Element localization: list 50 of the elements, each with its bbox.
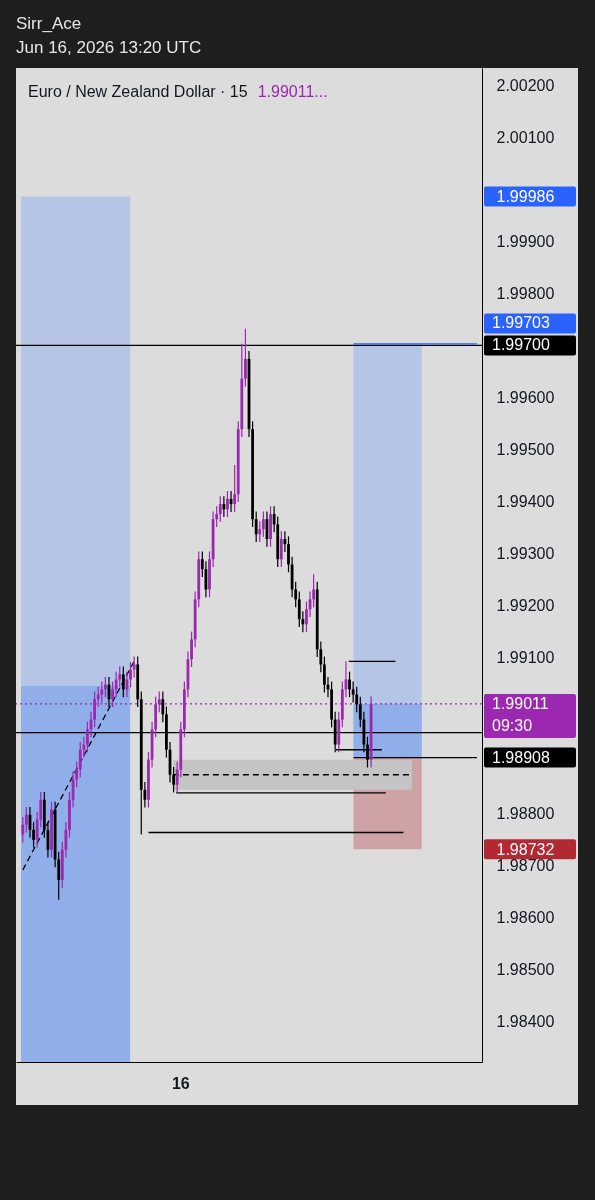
candlestick	[355, 686, 359, 713]
ref-line-label: 1.99700	[492, 336, 550, 354]
candlestick	[121, 665, 125, 698]
y-tick-label: 2.00200	[496, 76, 555, 94]
candlestick	[21, 816, 25, 843]
y-tick-label: 1.99100	[496, 649, 555, 667]
candlestick	[323, 655, 326, 694]
text: 09:30	[492, 716, 533, 734]
y-tick-label: 1.98400	[496, 1013, 555, 1031]
ref-line-label: 1.99011	[492, 694, 549, 712]
y-tick-label: 1.98800	[496, 805, 555, 823]
y-tick-label: 1.98500	[496, 961, 555, 979]
ref-line-label: 1.98908	[492, 748, 550, 766]
candlestick	[218, 495, 222, 523]
candlestick	[297, 590, 301, 628]
candlestick	[279, 530, 283, 568]
y-tick-label: 1.99400	[496, 493, 555, 511]
y-tick-label: 1.99600	[496, 388, 555, 406]
candlestick	[348, 671, 351, 698]
y-tick-label: 1.98732	[496, 840, 555, 858]
candlestick	[269, 505, 272, 548]
candlestick	[233, 464, 237, 513]
text: 16	[171, 1075, 190, 1092]
y-tick-label: 1.99986	[496, 188, 555, 206]
text: 1.99011...	[257, 83, 328, 100]
candlestick	[254, 510, 258, 543]
y-tick-label: 1.99500	[496, 440, 555, 458]
candlestick	[24, 806, 28, 834]
text: Euro / New Zealand Dollar · 15	[28, 83, 248, 100]
candlestick	[226, 490, 229, 518]
candlestick	[132, 655, 136, 679]
candlestick	[78, 741, 82, 778]
candlestick	[244, 328, 247, 388]
y-tick-label: 1.99900	[496, 232, 555, 250]
candlestick	[330, 680, 333, 728]
candlestick	[258, 520, 262, 543]
text: Jun 16, 2026 13:20 UTC	[16, 37, 202, 59]
y-tick-label: 1.99300	[496, 545, 555, 563]
y-tick-label: 1.98700	[496, 857, 555, 875]
candlestick	[222, 495, 226, 518]
y-tick-label: 1.99800	[496, 284, 555, 302]
text: Sirr_Ace	[16, 13, 83, 35]
candlestick	[50, 801, 53, 859]
ref-line-label: 1.99703	[492, 314, 550, 332]
y-tick-label: 1.98600	[496, 909, 555, 927]
candlestick	[161, 690, 165, 723]
candlestick	[103, 676, 107, 698]
y-tick-label: 2.00100	[496, 128, 555, 146]
y-tick-label: 1.99200	[496, 597, 555, 615]
candlestick	[261, 510, 265, 538]
